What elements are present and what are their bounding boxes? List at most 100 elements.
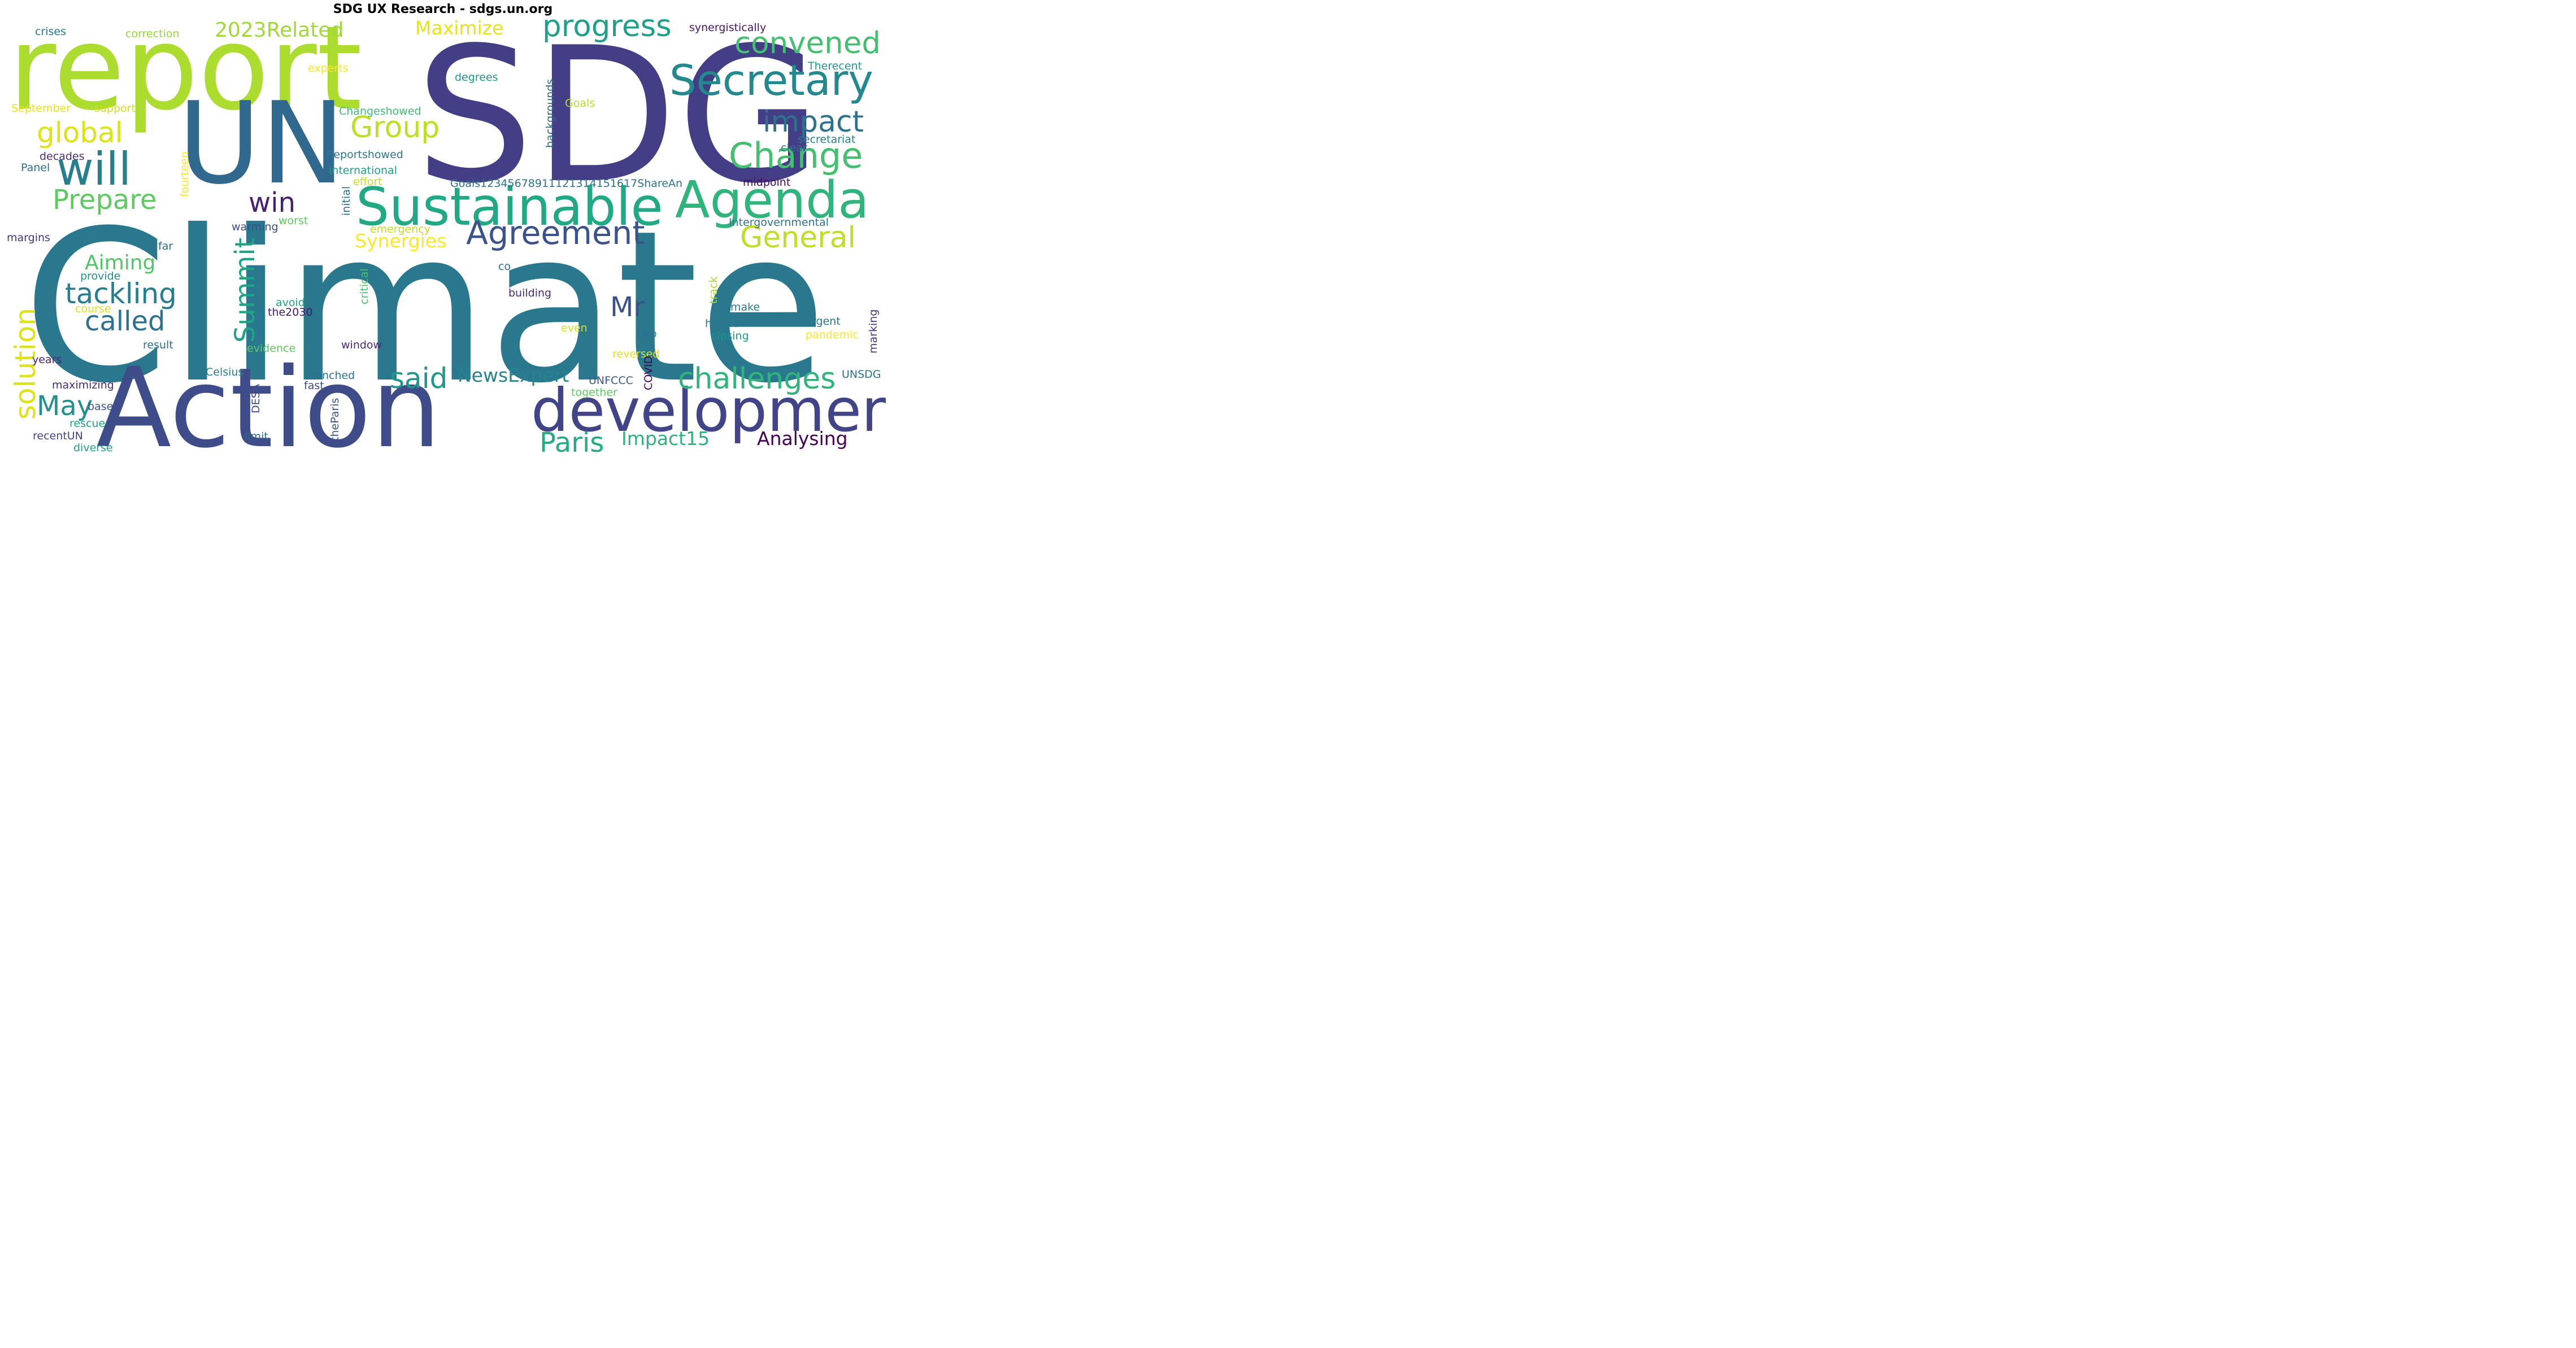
cloud-word: backgrounds [544, 79, 556, 149]
cloud-word: Secretary [669, 55, 873, 105]
cloud-word: launched [306, 369, 355, 382]
cloud-word: September [11, 102, 71, 115]
cloud-word: international [329, 164, 397, 177]
cloud-word: together [571, 386, 617, 399]
cloud-word: Maximize [415, 17, 504, 39]
cloud-word: General [740, 221, 856, 255]
cloud-word: May [37, 390, 93, 422]
cloud-word: Synergies [355, 230, 447, 252]
cloud-word: effort [353, 176, 382, 188]
cloud-word: Action [96, 344, 441, 464]
cloud-word: Aiming [85, 251, 156, 274]
cloud-word: years [32, 354, 62, 366]
cloud-word: Analysing [757, 427, 848, 450]
cloud-word: closing [711, 330, 749, 342]
cloud-word: Therecent [808, 60, 863, 72]
cloud-word: window [341, 339, 382, 351]
cloud-word: fast [304, 379, 324, 392]
cloud-word: initial [340, 186, 353, 216]
cloud-word: halted [705, 317, 739, 330]
cloud-word: impact [763, 105, 864, 139]
cloud-word: development [531, 376, 886, 445]
cloud-word: rescue [69, 417, 106, 430]
cloud-word: recentUN [33, 430, 83, 442]
cloud-word: UNSDG [842, 368, 881, 381]
cloud-word: track [707, 277, 720, 304]
cloud-word: course [75, 303, 111, 315]
cloud-word: critical [358, 268, 371, 304]
cloud-word: Sustainable [356, 176, 663, 237]
cloud-word: DESA [250, 384, 262, 414]
cloud-word: called [85, 306, 166, 337]
cloud-word: UNFCCC [589, 374, 633, 387]
cloud-word: pandemic [806, 329, 859, 341]
cloud-word: evidence [247, 342, 296, 355]
cloud-word: Mr [610, 291, 645, 323]
cloud-word: maximizing [52, 379, 114, 391]
cloud-word: make [730, 301, 760, 313]
cloud-word: emergency [370, 223, 430, 235]
cloud-word: COVID [642, 356, 655, 391]
cloud-word: Agreement [466, 215, 645, 252]
cloud-word: SDG [415, 7, 822, 224]
cloud-word: will [56, 143, 132, 195]
cloud-word: UN [178, 78, 345, 210]
cloud-word: Paris [539, 427, 604, 459]
cloud-word: base [88, 400, 114, 413]
cloud-word: even [561, 322, 588, 334]
page-title: SDG UX Research - sdgs.un.org [333, 2, 553, 16]
cloud-word: 2023Related [215, 19, 344, 42]
cloud-word: urgent [805, 315, 841, 328]
cloud-word: Reportshowed [327, 149, 403, 161]
cloud-word: synergistically [689, 21, 767, 34]
cloud-word: NewsExpert [458, 364, 569, 386]
cloud-word: Group [350, 111, 440, 145]
cloud-word: Changeshowed [339, 105, 421, 117]
cloud-word: co [498, 260, 511, 273]
cloud-word: Goals12345678911121314151617ShareAn [450, 177, 683, 190]
cloud-word: decades [40, 150, 85, 163]
cloud-word: correction [125, 28, 180, 40]
word-cloud: Climate SDG report Action UN development Susta… [0, 0, 886, 464]
cloud-word: margins [7, 232, 50, 244]
cloud-word: convened [734, 26, 881, 60]
cloud-word: support [94, 102, 136, 115]
cloud-word: crises [35, 25, 67, 38]
cloud-word: avoid [276, 296, 305, 309]
cloud-word: far [158, 240, 173, 252]
cloud-word: diverse [73, 442, 113, 454]
cloud-word: Change [729, 135, 863, 176]
cloud-word: worst [279, 215, 308, 227]
cloud-word: degrees [455, 71, 498, 84]
cloud-word: secretariat [798, 133, 856, 146]
cloud-word: global [37, 116, 123, 149]
cloud-word: warming [232, 221, 279, 233]
cloud-word: win [249, 187, 296, 219]
cloud-word: tackling [65, 277, 177, 310]
cloud-word: fourteen [179, 151, 191, 198]
cloud-word: result [143, 339, 173, 351]
cloud-word: challenges [678, 362, 836, 396]
cloud-word: theParis [329, 398, 341, 442]
cloud-word: midpoint [743, 176, 791, 189]
cloud-word: Intergovernmental [729, 216, 829, 229]
cloud-word: two [637, 328, 657, 340]
cloud-word: clear [781, 142, 807, 154]
cloud-word: marking [867, 309, 880, 354]
cloud-word: progress [542, 9, 672, 43]
cloud-word: Celsius [206, 366, 244, 378]
cloud-word: provide [80, 270, 121, 282]
cloud-word: Summit [229, 237, 261, 343]
cloud-word: Impact15 [621, 427, 710, 450]
cloud-word: the2030 [268, 306, 313, 319]
cloud-word: Goals [565, 97, 595, 110]
cloud-word: said [390, 362, 448, 395]
cloud-word: Climate [23, 186, 827, 429]
cloud-word: Agenda [675, 171, 869, 230]
cloud-word: building [508, 287, 552, 299]
cloud-word: report [8, 2, 363, 136]
cloud-word: Prepare [53, 184, 157, 216]
cloud-word: Panel [21, 162, 50, 174]
cloud-word: experts [308, 62, 349, 75]
cloud-word: reversed [612, 348, 660, 360]
